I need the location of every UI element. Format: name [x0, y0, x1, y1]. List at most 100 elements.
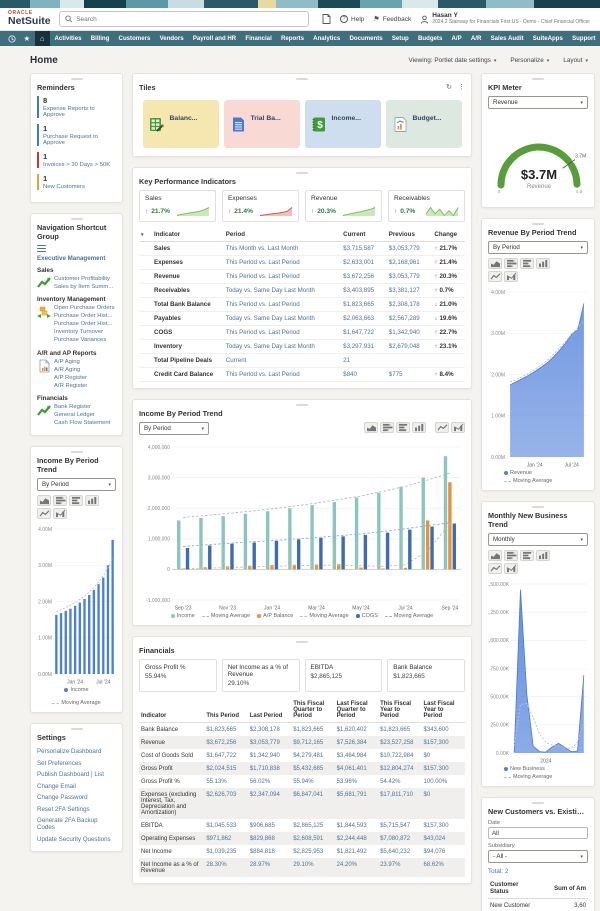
- settings-link[interactable]: Generate 2FA Backup Codes: [37, 817, 98, 832]
- nav-item-a-r[interactable]: A/R: [470, 35, 482, 42]
- shortcut-link[interactable]: A/R Register: [54, 382, 88, 389]
- settings-link[interactable]: Change Email: [37, 782, 76, 790]
- combo-chart-button[interactable]: [504, 271, 518, 282]
- portlet-grip[interactable]: [70, 78, 83, 80]
- settings-link[interactable]: Personalize Dashboard: [37, 748, 102, 756]
- portlet-grip[interactable]: [296, 78, 308, 80]
- layout-control[interactable]: Layout ▾: [563, 57, 588, 64]
- viewing-control[interactable]: Viewing: Portlet date settings ▾: [408, 57, 497, 64]
- personalize-control[interactable]: Personalize ▾: [510, 57, 550, 64]
- nav-item-customers[interactable]: Customers: [118, 35, 151, 42]
- portlet-grip[interactable]: [532, 223, 544, 225]
- stacked-hbar-chart-button[interactable]: [53, 495, 67, 507]
- kpi-card-expenses[interactable]: Expenses ↑ 21.4%: [222, 190, 299, 222]
- nav-item-analytics[interactable]: Analytics: [313, 35, 341, 42]
- global-search[interactable]: [58, 11, 309, 27]
- kpi-card-revenue[interactable]: Revenue ↑ 20.3%: [305, 190, 382, 222]
- column-chart-button[interactable]: [536, 550, 550, 561]
- portlet-grip[interactable]: [532, 506, 544, 508]
- shortcut-link[interactable]: Sales by Item Summ...: [54, 284, 114, 291]
- menu-icon[interactable]: [37, 245, 46, 252]
- shortcut-link[interactable]: Purchase Variances: [54, 337, 107, 344]
- nav-item-budgets[interactable]: Budgets: [417, 35, 443, 42]
- shortcut-link[interactable]: A/P Register: [54, 374, 87, 381]
- hbar-chart-button[interactable]: [520, 550, 534, 561]
- help-menu[interactable]: ? Help: [340, 15, 364, 23]
- period-dropdown[interactable]: By Period ▾: [488, 241, 588, 254]
- shortcuts-star-icon[interactable]: ★: [23, 34, 31, 43]
- tile-balance-sheet[interactable]: Balanc...: [142, 100, 219, 148]
- nav-item-payroll-and-hr[interactable]: Payroll and HR: [192, 35, 237, 42]
- stacked-hbar-chart-button[interactable]: [504, 550, 518, 561]
- area-chart-button[interactable]: [37, 495, 51, 507]
- monthly-dropdown[interactable]: Monthly ▾: [488, 533, 588, 546]
- line-chart-button[interactable]: [488, 271, 502, 282]
- column-chart-button[interactable]: [85, 495, 99, 507]
- portlet-grip[interactable]: [296, 404, 308, 406]
- nav-item-documents[interactable]: Documents: [349, 35, 383, 42]
- portlet-grip[interactable]: [296, 641, 308, 643]
- nav-item-suiteapps[interactable]: SuiteApps: [532, 35, 563, 42]
- period-dropdown[interactable]: By Period ▾: [139, 422, 209, 435]
- settings-link[interactable]: Reset 2FA Settings: [37, 805, 90, 813]
- kebab-menu-icon[interactable]: ⋮: [458, 84, 465, 91]
- shortcut-link[interactable]: Bank Register: [54, 403, 91, 410]
- combo-chart-button[interactable]: [451, 422, 465, 433]
- combo-chart-button[interactable]: [53, 508, 67, 520]
- subsidiary-dropdown[interactable]: - All - ▾: [488, 850, 588, 863]
- nav-item-billing[interactable]: Billing: [90, 35, 110, 42]
- shortcut-link[interactable]: Inventory Turnover: [54, 329, 104, 336]
- period-dropdown[interactable]: By Period ▾: [37, 478, 116, 492]
- shortcut-link[interactable]: Cash Flow Statement: [54, 419, 111, 426]
- shortcut-link[interactable]: Purchase Order Hist...: [54, 321, 113, 328]
- portlet-grip[interactable]: [296, 172, 308, 174]
- shortcut-link[interactable]: Open Purchase Orders: [54, 305, 115, 312]
- shortcut-link[interactable]: A/P Aging: [54, 358, 80, 365]
- portlet-grip[interactable]: [532, 802, 544, 804]
- portlet-grip[interactable]: [70, 728, 83, 731]
- reminder-item[interactable]: 1 Purchase Request to Approve: [37, 124, 116, 146]
- reminder-link[interactable]: Purchase Request to Approve: [43, 134, 99, 146]
- tile-budget-report[interactable]: Budget...: [385, 100, 462, 148]
- nav-item-activities[interactable]: Activities: [54, 35, 82, 42]
- area-chart-button[interactable]: [488, 550, 502, 561]
- reminder-item[interactable]: 8 Expense Reports to Approve: [37, 96, 116, 118]
- refresh-icon[interactable]: ↻: [446, 84, 452, 91]
- reminder-link[interactable]: New Customers: [43, 184, 85, 190]
- nav-item-financial[interactable]: Financial: [245, 35, 272, 42]
- area-chart-button[interactable]: [364, 422, 378, 433]
- recents-icon[interactable]: [4, 31, 19, 46]
- nav-item-vendors[interactable]: Vendors: [159, 35, 184, 42]
- column-chart-button[interactable]: [412, 422, 426, 433]
- netsuite-logo[interactable]: ORACLE NetSuite: [8, 11, 51, 27]
- executive-management-link[interactable]: Executive Management: [37, 254, 106, 262]
- filter-caret-icon[interactable]: ▾: [141, 232, 144, 238]
- tile-trial-balance[interactable]: Trial Ba...: [223, 100, 300, 148]
- area-chart-button[interactable]: [488, 258, 502, 269]
- reminder-item[interactable]: 1 Invoices > 30 Days > 50K: [37, 152, 116, 168]
- portlet-grip[interactable]: [70, 218, 83, 220]
- portlet-grip[interactable]: [532, 78, 544, 80]
- combo-chart-button[interactable]: [504, 563, 518, 574]
- shortcut-link[interactable]: Purchase Order Hist...: [54, 313, 113, 320]
- search-input[interactable]: [76, 15, 303, 23]
- line-chart-button[interactable]: [37, 508, 51, 520]
- reminder-link[interactable]: Expense Reports to Approve: [43, 106, 95, 118]
- date-input[interactable]: All: [488, 827, 588, 839]
- nav-item-a-p[interactable]: A/P: [451, 35, 462, 42]
- nav-item-reports[interactable]: Reports: [280, 35, 304, 42]
- stacked-hbar-chart-button[interactable]: [504, 258, 518, 269]
- settings-link[interactable]: Change Password: [37, 794, 88, 802]
- hbar-chart-button[interactable]: [69, 495, 83, 507]
- create-new-icon[interactable]: [322, 14, 331, 24]
- tile-income-statement[interactable]: $ Income...: [304, 100, 381, 148]
- kpi-card-sales[interactable]: Sales ↑ 21.7%: [139, 190, 216, 222]
- portlet-grip[interactable]: [70, 451, 83, 454]
- shortcut-link[interactable]: A/R Aging: [54, 366, 81, 373]
- line-chart-button[interactable]: [435, 422, 449, 433]
- hbar-chart-button[interactable]: [520, 258, 534, 269]
- settings-link[interactable]: Publish Dashboard | List: [37, 771, 104, 779]
- feedback-menu[interactable]: ⚑ Feedback: [373, 15, 411, 24]
- reminder-link[interactable]: Invoices > 30 Days > 50K: [43, 162, 111, 168]
- kpi-meter-dropdown[interactable]: Revenue ▾: [488, 96, 588, 109]
